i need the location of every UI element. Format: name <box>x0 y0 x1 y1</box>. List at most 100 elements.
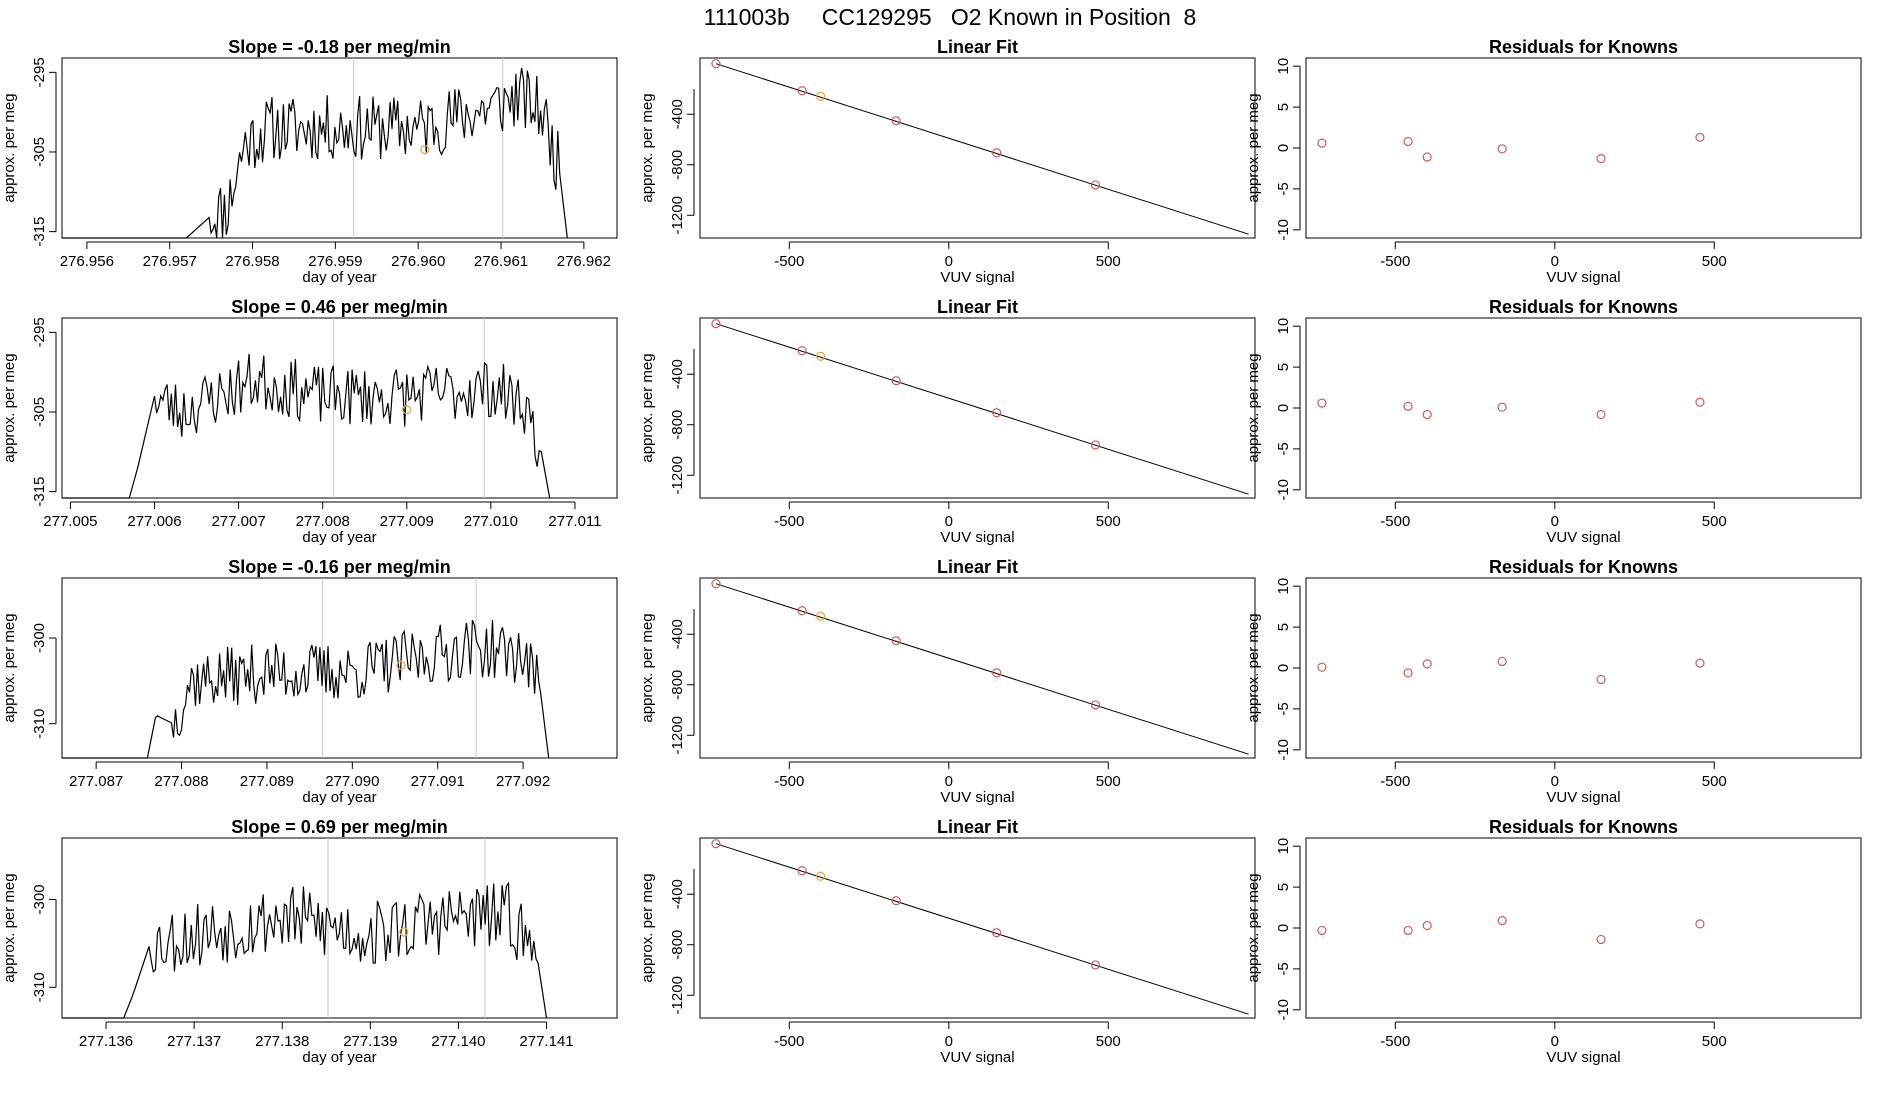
x-axis-label: VUV signal <box>1546 1049 1620 1066</box>
x-tick-label: 277.136 <box>79 1033 133 1050</box>
y-tick-label: -5 <box>1275 962 1292 975</box>
x-tick-label: 277.092 <box>496 773 550 790</box>
x-tick-label: 277.137 <box>167 1033 221 1050</box>
fit-line <box>715 323 1249 495</box>
known-point <box>992 928 1002 938</box>
x-tick-label: 0 <box>945 1033 953 1050</box>
sample-point <box>815 91 826 101</box>
x-tick-label: 277.006 <box>127 513 181 530</box>
x-tick-label: 0 <box>1551 1033 1559 1050</box>
plot-frame <box>699 57 1256 239</box>
timeseries-panel-2: Slope = 0.46 per meg/min 277.005 277.006 27… <box>1 297 618 546</box>
x-tick-label: -500 <box>774 253 804 270</box>
y-tick-label: -10 <box>1275 739 1292 761</box>
x-tick-label: -500 <box>774 773 804 790</box>
known-point <box>1090 180 1101 190</box>
sample-mean-point <box>399 927 409 937</box>
y-tick-label: -305 <box>31 137 48 167</box>
x-tick-label: 0 <box>945 513 953 530</box>
residual-point <box>1422 409 1432 420</box>
residual-point <box>1695 397 1705 407</box>
y-tick-label: -295 <box>31 317 48 347</box>
y-tick-label: 5 <box>1275 103 1292 111</box>
y-tick-label: -800 <box>669 930 686 960</box>
residual-point <box>1596 934 1606 945</box>
y-axis-label: approx. per meg <box>1 873 18 982</box>
y-axis-label: approx. per meg <box>1245 873 1262 982</box>
sample-mean-point <box>396 660 406 671</box>
known-point <box>1090 960 1101 970</box>
panel-title: Residuals for Knowns <box>1489 817 1678 837</box>
x-tick-label: 276.957 <box>143 253 197 270</box>
y-axis-label: approx. per meg <box>1245 613 1262 722</box>
plot-frame <box>1305 317 1862 499</box>
fit-line <box>715 583 1249 755</box>
known-point <box>891 116 901 126</box>
known-point <box>711 59 721 69</box>
x-tick-label: 277.009 <box>380 513 434 530</box>
y-tick-label: -5 <box>1275 182 1292 195</box>
x-tick-label: 500 <box>1096 773 1121 790</box>
known-point <box>711 319 721 329</box>
x-axis-label: VUV signal <box>940 789 1014 806</box>
known-point <box>797 866 807 876</box>
x-tick-label: 276.956 <box>60 253 114 270</box>
x-tick-label: 276.960 <box>391 253 445 270</box>
residual-point <box>1422 152 1432 162</box>
residual-point <box>1317 138 1327 148</box>
panel-title: Slope = -0.18 per meg/min <box>228 37 451 57</box>
y-tick-label: -10 <box>1275 999 1292 1021</box>
x-tick-label: 0 <box>1551 253 1559 270</box>
x-axis-label: day of year <box>302 529 376 546</box>
fit-line <box>715 843 1249 1015</box>
y-tick-label: -400 <box>669 619 686 649</box>
linear-fit-panel-2: Linear Fit -500 0 500 -400 -800 -1200 approx. p… <box>639 297 1256 546</box>
x-tick-label: 277.007 <box>211 513 265 530</box>
plot-frame <box>1305 57 1862 239</box>
y-axis-label: approx. per meg <box>1 613 18 722</box>
known-point <box>711 579 721 589</box>
y-tick-label: -300 <box>31 884 48 914</box>
x-tick-label: 277.138 <box>255 1033 309 1050</box>
y-tick-label: -315 <box>31 477 48 507</box>
x-tick-label: -500 <box>1380 253 1410 270</box>
y-tick-label: 0 <box>1275 144 1292 152</box>
plot-frame <box>699 317 1256 499</box>
x-tick-label: 500 <box>1702 513 1727 530</box>
x-tick-label: 0 <box>1551 773 1559 790</box>
x-tick-label: 0 <box>945 253 953 270</box>
y-axis-label: approx. per meg <box>639 353 656 462</box>
x-tick-label: -500 <box>1380 773 1410 790</box>
residual-point <box>1403 401 1413 411</box>
x-axis-label: VUV signal <box>1546 529 1620 546</box>
residuals-panel-3: Residuals for Knowns -500 0 500 10 5 0 -5 -10 app… <box>1245 557 1862 806</box>
residual-point <box>1695 658 1705 668</box>
y-tick-label: -310 <box>31 972 48 1002</box>
y-tick-label: 0 <box>1275 924 1292 932</box>
panel-title: Slope = 0.69 per meg/min <box>231 817 448 837</box>
x-axis-label: VUV signal <box>940 1049 1014 1066</box>
x-axis-label: VUV signal <box>1546 269 1620 286</box>
residuals-panel-4: Residuals for Knowns -500 0 500 10 5 0 -5 -10 app… <box>1245 817 1862 1066</box>
x-tick-label: -500 <box>1380 1033 1410 1050</box>
plot-frame <box>61 577 618 759</box>
signal-trace <box>62 881 548 1019</box>
linear-fit-panel-1: Linear Fit -500 0 500 -400 -800 -1200 approx. p… <box>639 37 1256 286</box>
x-tick-label: 500 <box>1702 773 1727 790</box>
y-tick-label: 5 <box>1275 883 1292 891</box>
known-point <box>992 408 1002 418</box>
y-tick-label: 10 <box>1275 838 1292 855</box>
plot-frame <box>1305 577 1862 759</box>
fit-line <box>715 63 1249 235</box>
sample-point <box>815 351 826 361</box>
plot-frame <box>1305 837 1862 1019</box>
y-tick-label: -295 <box>31 57 48 87</box>
x-tick-label: -500 <box>774 513 804 530</box>
y-tick-label: -10 <box>1275 219 1292 241</box>
panel-title: Linear Fit <box>937 557 1018 577</box>
known-point <box>891 636 901 646</box>
residual-point <box>1497 402 1507 412</box>
y-tick-label: 5 <box>1275 623 1292 631</box>
signal-trace <box>62 619 550 759</box>
